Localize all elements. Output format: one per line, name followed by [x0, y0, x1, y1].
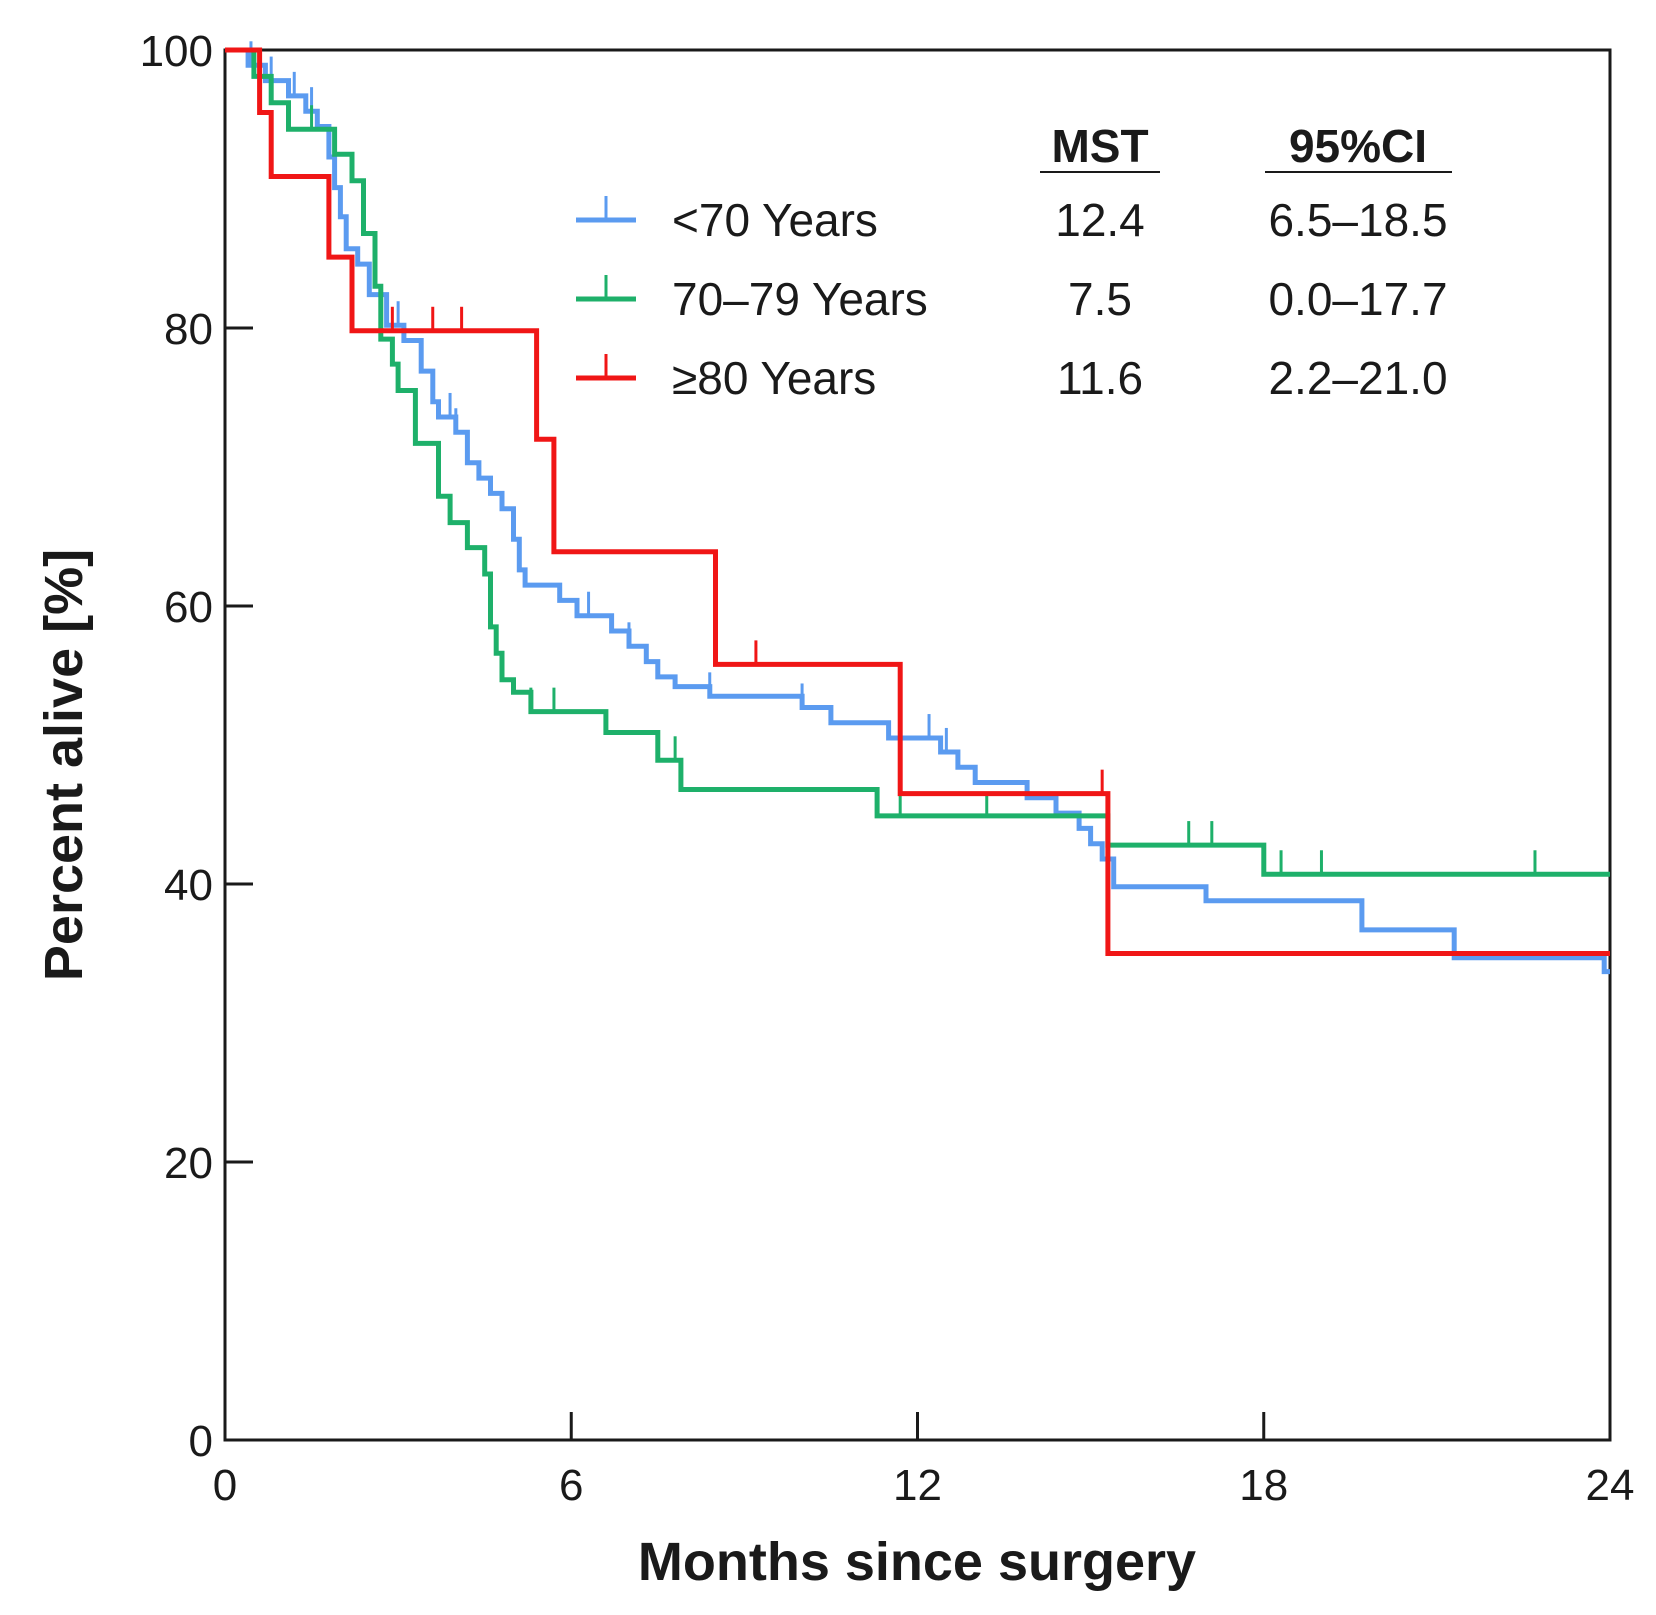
series-lines	[225, 41, 1610, 975]
y-tick-label: 100	[140, 27, 213, 76]
survival-curve	[225, 47, 1610, 975]
legend-row: ≥80 Years 11.6 2.2–21.0	[576, 352, 1448, 404]
plot-frame	[223, 48, 1612, 1442]
y-tick-label: 80	[164, 305, 213, 354]
legend: MST 95%CI <70 Years 12.4 6.5–18.5 70–79 Years…	[576, 120, 1452, 404]
series-2	[225, 47, 1610, 956]
legend-row: <70 Years 12.4 6.5–18.5	[576, 194, 1448, 246]
series-0	[225, 41, 1610, 975]
legend-ci-value: 6.5–18.5	[1268, 194, 1447, 246]
series-1	[225, 47, 1610, 877]
legend-ci-value: 0.0–17.7	[1268, 273, 1447, 325]
legend-header-mst: MST	[1051, 120, 1148, 172]
legend-mst-value: 7.5	[1068, 273, 1132, 325]
x-tick-label: 18	[1239, 1461, 1288, 1510]
legend-label: 70–79 Years	[672, 273, 928, 325]
y-tick-label: 20	[164, 1139, 213, 1188]
legend-label: <70 Years	[672, 194, 878, 246]
x-tick-label: 12	[893, 1461, 942, 1510]
legend-header-ci: 95%CI	[1289, 120, 1427, 172]
y-axis-title: Percent alive [%]	[34, 549, 94, 981]
survival-curve	[225, 47, 1610, 956]
legend-mst-value: 12.4	[1055, 194, 1145, 246]
x-axis-title: Months since surgery	[638, 1532, 1196, 1592]
x-tick-label: 0	[213, 1461, 237, 1510]
axis-ticks: 0 6 12 18 24 0 20 40 60 80 100	[140, 27, 1635, 1510]
survival-curve	[225, 47, 1610, 877]
legend-ci-value: 2.2–21.0	[1268, 352, 1447, 404]
x-tick-label: 24	[1586, 1461, 1635, 1510]
legend-row: 70–79 Years 7.5 0.0–17.7	[576, 273, 1448, 325]
legend-mst-value: 11.6	[1057, 352, 1143, 404]
y-tick-label: 40	[164, 861, 213, 910]
y-tick-label: 60	[164, 583, 213, 632]
y-tick-label: 0	[189, 1417, 213, 1466]
x-tick-label: 6	[559, 1461, 583, 1510]
legend-label: ≥80 Years	[672, 352, 876, 404]
